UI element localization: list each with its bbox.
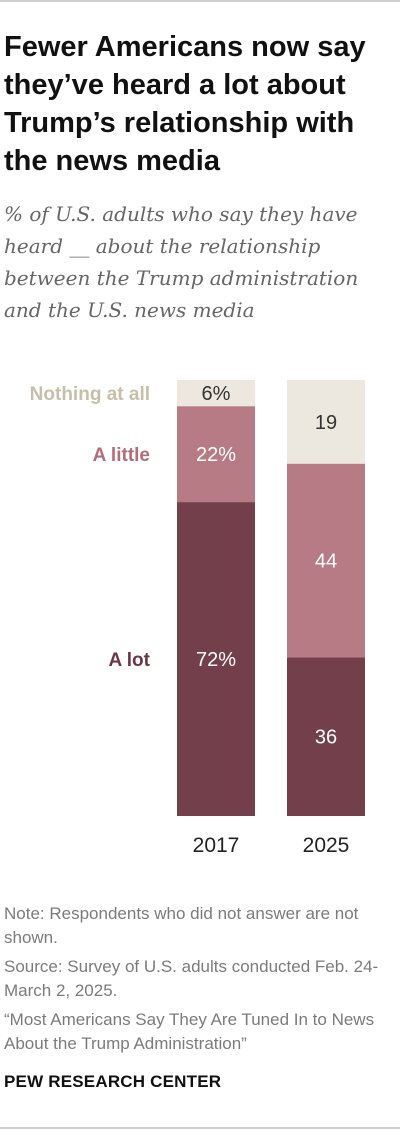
x-tick-label-2017: 2017 — [193, 834, 240, 857]
legend-label-a-little: A little — [93, 445, 150, 466]
stacked-bar-chart: 72% A lot 22% A little 6% Nothing at all 2017 3… — [30, 380, 365, 857]
data-label-2017-nothing-at-all: 6% — [202, 383, 231, 405]
data-label-2017-a-lot: 72% — [196, 649, 236, 671]
bar-2017-a-lot — [177, 502, 255, 816]
bar-2017-a-little — [177, 406, 255, 503]
bar-2025-nothing-at-all — [287, 380, 365, 464]
chart-subtitle: % of U.S. adults who say they have heard… — [4, 202, 359, 322]
pew-research-center-logo: PEW RESEARCH CENTER — [4, 1072, 222, 1091]
data-label-2025-nothing-at-all: 19 — [315, 412, 337, 434]
data-label-2025-a-lot: 36 — [315, 727, 337, 749]
chart-note: Note: Respondents who did not answer are… — [4, 904, 359, 947]
data-label-2017-a-little: 22% — [196, 444, 236, 466]
bar-2025-a-little — [287, 463, 365, 658]
bar-2017-nothing-at-all — [177, 380, 255, 407]
data-label-2025-a-little: 44 — [315, 551, 337, 573]
top-rule — [0, 0, 400, 2]
bottom-rule — [0, 1127, 400, 1129]
x-tick-label-2025: 2025 — [303, 834, 350, 857]
chart-source: Source: Survey of U.S. adults conducted … — [4, 957, 379, 1000]
legend-label-nothing-at-all: Nothing at all — [30, 384, 150, 405]
bar-2025-a-lot — [287, 657, 365, 816]
legend-label-a-lot: A lot — [108, 650, 150, 671]
chart-title: Fewer Americans now say they’ve heard a … — [4, 31, 366, 177]
report-title: “Most Americans Say They Are Tuned In to… — [4, 1010, 375, 1053]
